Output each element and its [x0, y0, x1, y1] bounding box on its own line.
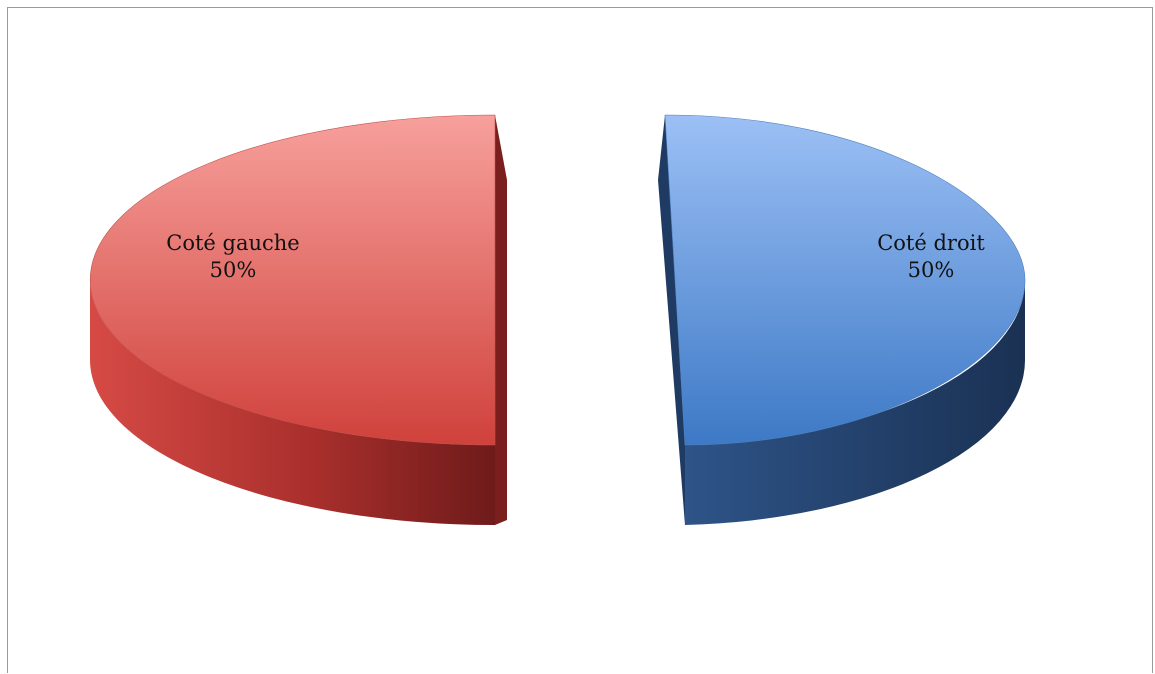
slice-name-right: Coté droit: [877, 231, 985, 255]
slice-label-left: Coté gauche 50%: [138, 230, 328, 284]
pie-slice-right-cut: [658, 115, 685, 525]
slice-percent-left: 50%: [209, 258, 257, 282]
pie-slice-right-top: [664, 114, 1026, 446]
pie-slice-left-top: [89, 114, 496, 446]
slice-name-left: Coté gauche: [166, 231, 300, 255]
pie-slice-left-cut: [495, 115, 507, 525]
pie-slice-right: [658, 114, 1026, 525]
slice-label-right: Coté droit 50%: [836, 230, 1026, 284]
pie-slice-left: [89, 114, 507, 525]
pie-slice-left-side: [90, 280, 495, 525]
pie-slice-right-side: [685, 280, 1026, 525]
slice-percent-right: 50%: [907, 258, 955, 282]
